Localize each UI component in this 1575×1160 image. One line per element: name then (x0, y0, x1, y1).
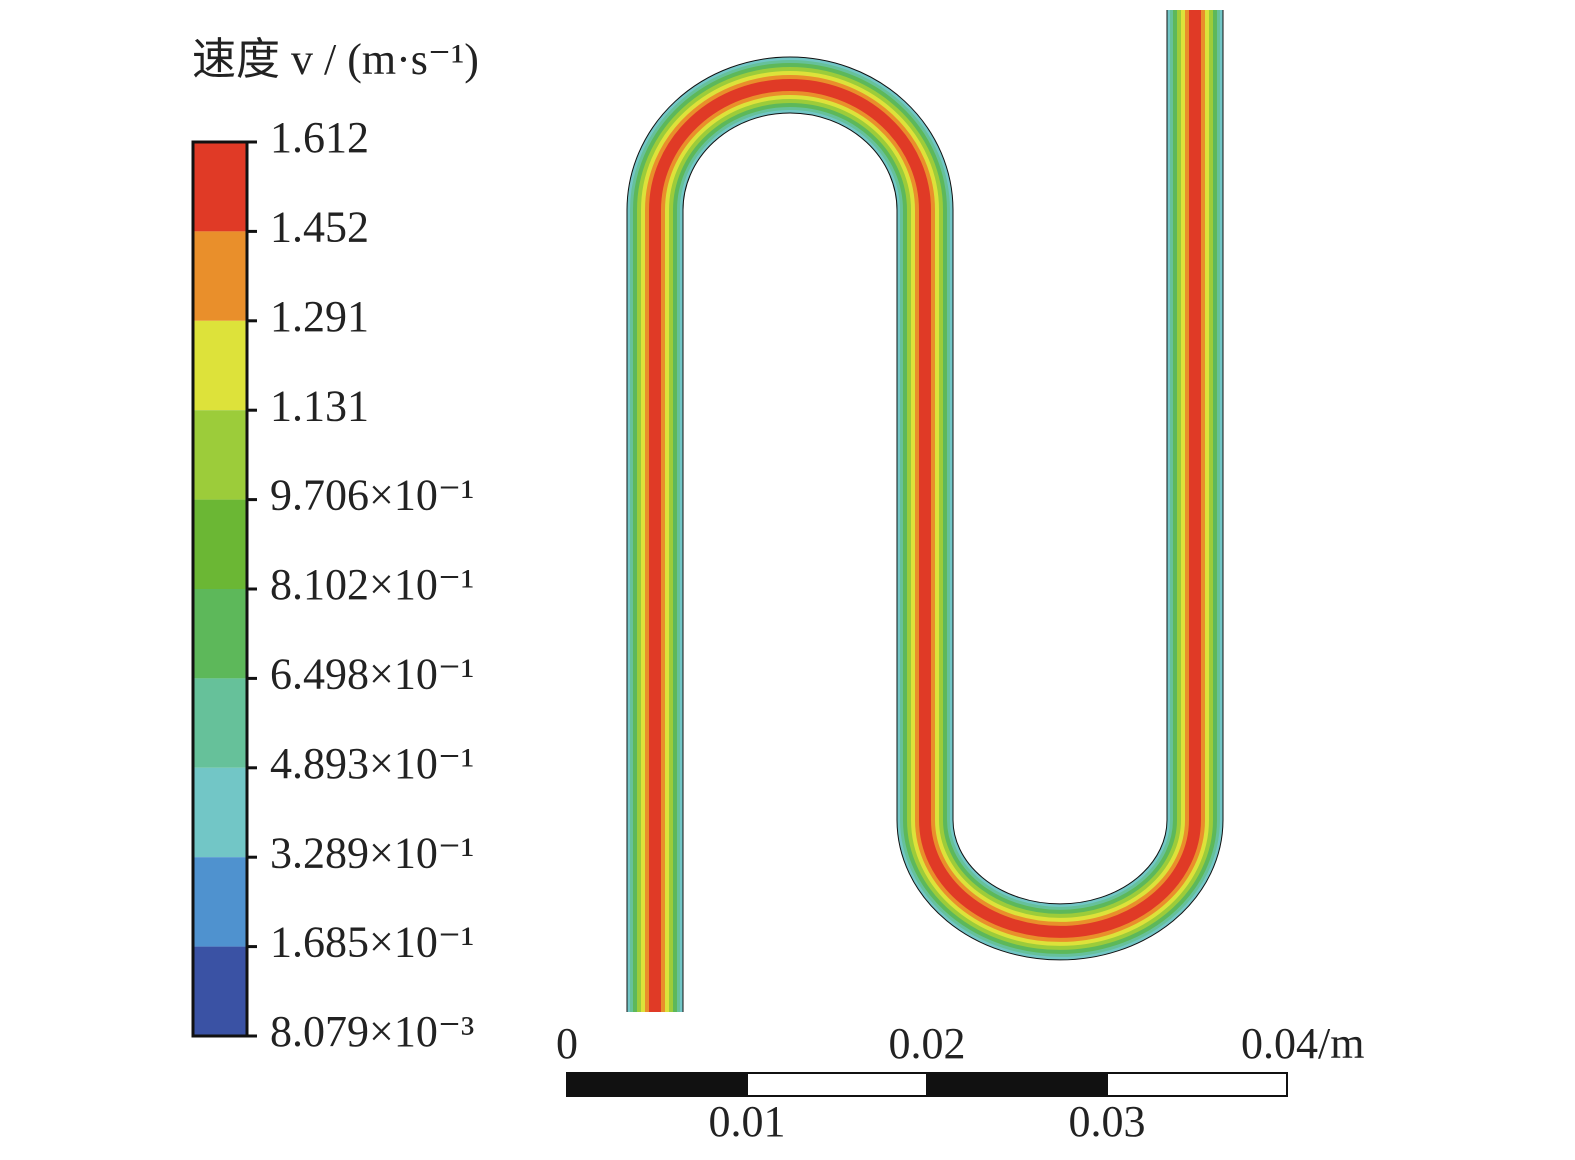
tick-label: 6.498×10⁻¹ (270, 649, 474, 698)
scale-segment (1106, 1072, 1288, 1097)
scale-segment (926, 1072, 1108, 1097)
color-band (193, 231, 247, 321)
tick-label: 8.079×10⁻³ (270, 1007, 474, 1056)
color-band (193, 142, 247, 232)
tick-label: 1.685×10⁻¹ (270, 918, 474, 967)
tick-label: 1.612 (270, 113, 369, 162)
color-band (193, 857, 247, 947)
scale-label: 0.04/m (1241, 1019, 1364, 1068)
scale-segment (746, 1072, 928, 1097)
color-band (193, 678, 247, 768)
colorbar-title: 速度 v / (m·s⁻¹) (192, 35, 479, 84)
color-band (193, 410, 247, 500)
color-band (193, 589, 247, 679)
velocity-layer (649, 10, 1201, 1012)
color-band (193, 946, 247, 1036)
scale-label: 0.03 (1069, 1097, 1146, 1146)
scale-label: 0.01 (709, 1097, 786, 1146)
tick-label: 9.706×10⁻¹ (270, 471, 474, 520)
scale-label: 0 (556, 1019, 578, 1068)
tick-label: 3.289×10⁻¹ (270, 828, 474, 877)
scale-segment (566, 1072, 748, 1097)
color-band (193, 767, 247, 858)
tick-label: 1.131 (270, 381, 369, 430)
tick-label: 8.102×10⁻¹ (270, 560, 474, 609)
tick-label: 4.893×10⁻¹ (270, 739, 474, 788)
colorbar: 1.612 1.452 1.291 1.131 9.706×10⁻¹ 8.102×10⁻¹… (191, 113, 474, 1056)
velocity-field (626, 10, 1224, 1012)
color-band (193, 320, 247, 411)
scale-bar: 0 0.01 0.02 0.03 0.04/m (556, 1019, 1364, 1146)
tick-label: 1.291 (270, 292, 369, 341)
scale-label: 0.02 (889, 1019, 966, 1068)
tick-label: 1.452 (270, 202, 369, 251)
color-band (193, 499, 247, 589)
